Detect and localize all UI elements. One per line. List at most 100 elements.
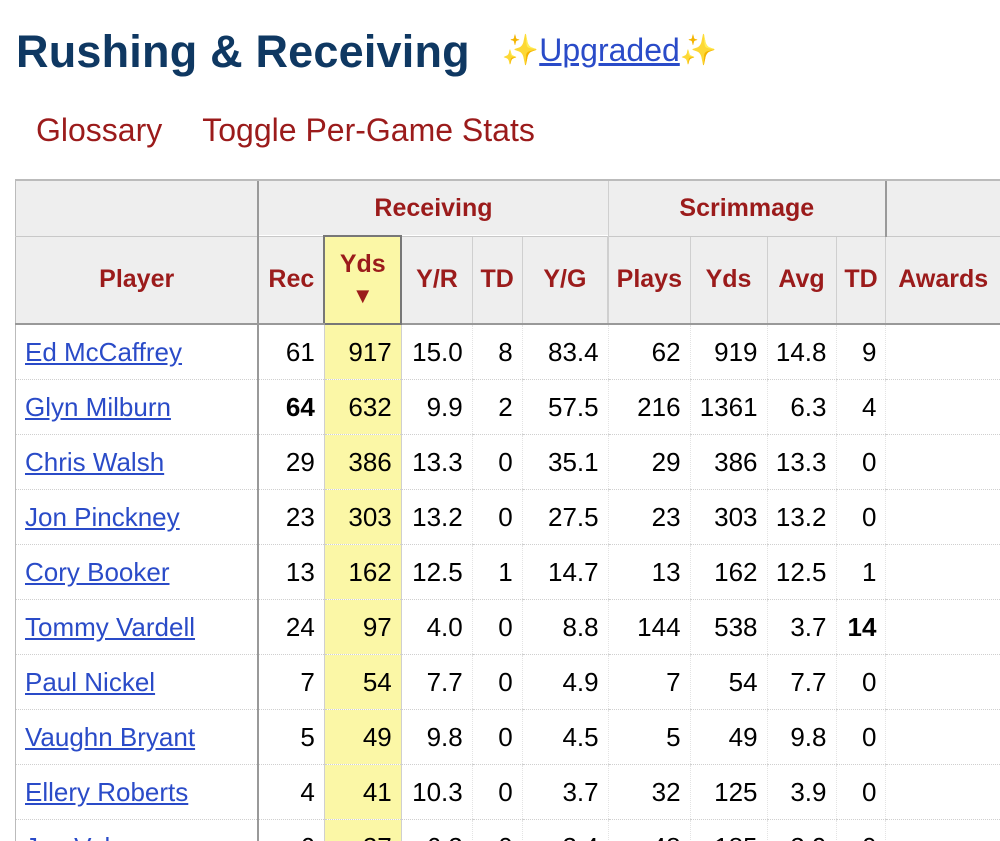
- cell-yg: 57.5: [521, 379, 609, 435]
- cell-td: 0: [471, 489, 523, 545]
- player-link[interactable]: Glyn Milburn: [25, 391, 171, 422]
- cell-scrimmage-yds: 49: [689, 709, 768, 765]
- col-header-rec[interactable]: Rec: [257, 236, 325, 325]
- col-header-awards[interactable]: Awards: [885, 236, 1000, 325]
- group-header-row: Receiving Scrimmage: [15, 179, 1000, 237]
- col-header-player[interactable]: Player: [15, 236, 260, 325]
- col-header-scrimmage-td[interactable]: TD: [835, 236, 886, 325]
- player-link[interactable]: Vaughn Bryant: [25, 721, 196, 752]
- cell-td: 0: [471, 654, 523, 710]
- cell-avg: 13.2: [766, 489, 836, 545]
- cell-plays: 32: [607, 764, 691, 820]
- col-header-yg[interactable]: Y/G: [521, 236, 609, 325]
- col-header-scrimmage-yds[interactable]: Yds: [689, 236, 768, 325]
- cell-avg: 12.5: [766, 544, 836, 600]
- col-header-yds-sorted[interactable]: Yds ▼: [323, 235, 403, 325]
- player-link[interactable]: Cory Booker: [25, 556, 170, 587]
- cell-yr: 9.9: [400, 379, 473, 435]
- title-row: Rushing & Receiving ✨ Upgraded ✨: [16, 22, 717, 82]
- cell-yds: 162: [323, 544, 402, 600]
- player-link[interactable]: Tommy Vardell: [25, 611, 196, 642]
- cell-scrimmage-yds: 538: [689, 599, 768, 655]
- cell-avg: 3.7: [766, 599, 836, 655]
- cell-scrimmage-yds: 125: [689, 764, 768, 820]
- player-link[interactable]: Paul Nickel: [25, 666, 156, 697]
- cell-yg: 8.8: [521, 599, 609, 655]
- cell-plays: 5: [607, 709, 691, 765]
- player-link[interactable]: Ed McCaffrey: [25, 336, 183, 367]
- cell-yg: 35.1: [521, 434, 609, 490]
- cell-scrimmage-yds: 54: [689, 654, 768, 710]
- cell-plays: 144: [607, 599, 691, 655]
- player-link[interactable]: Ellery Roberts: [25, 776, 189, 807]
- cell-yg: 3.4: [521, 819, 609, 841]
- cell-plays: 216: [607, 379, 691, 435]
- cell-scrimmage-td: 1: [835, 544, 886, 600]
- col-header-yr[interactable]: Y/R: [400, 236, 473, 325]
- cell-avg: 7.7: [766, 654, 836, 710]
- table-row: Ellery Roberts 4 41 10.3 0 3.7 32 125 3.…: [15, 764, 1000, 820]
- table-row: Paul Nickel 7 54 7.7 0 4.9 7 54 7.7 0: [15, 654, 1000, 710]
- cell-yg: 83.4: [521, 324, 609, 380]
- cell-yds: 54: [323, 654, 402, 710]
- sort-desc-icon: ▼: [351, 283, 374, 308]
- table-row: Cory Booker 13 162 12.5 1 14.7 13 162 12…: [15, 544, 1000, 600]
- player-link[interactable]: Chris Walsh: [25, 446, 165, 477]
- cell-avg: 13.3: [766, 434, 836, 490]
- cell-yds: 303: [323, 489, 402, 545]
- cell-scrimmage-td: 0: [835, 654, 886, 710]
- cell-yr: 12.5: [400, 544, 473, 600]
- cell-plays: 29: [607, 434, 691, 490]
- cell-rec: 64: [257, 379, 325, 435]
- cell-awards: [885, 379, 1000, 435]
- cell-td: 0: [471, 599, 523, 655]
- cell-rec: 7: [257, 654, 325, 710]
- cell-yg: 14.7: [521, 544, 609, 600]
- upgraded-badge: ✨ Upgraded ✨: [502, 32, 717, 69]
- cell-awards: [885, 764, 1000, 820]
- table-row: Jon Pinckney 23 303 13.2 0 27.5 23 303 1…: [15, 489, 1000, 545]
- table-row: Glyn Milburn 64 632 9.9 2 57.5 216 1361 …: [15, 379, 1000, 435]
- cell-awards: [885, 544, 1000, 600]
- cell-scrimmage-td: 0: [835, 709, 886, 765]
- cell-yds: 37: [323, 819, 402, 841]
- stats-table-container: Receiving Scrimmage Player Rec Yds ▼ Y/R …: [15, 179, 1000, 841]
- toggle-per-game-link[interactable]: Toggle Per-Game Stats: [202, 112, 535, 148]
- cell-yr: 7.7: [400, 654, 473, 710]
- cell-avg: 3.9: [766, 764, 836, 820]
- cell-rec: 4: [257, 764, 325, 820]
- cell-avg: 3.9: [766, 819, 836, 841]
- cell-awards: [885, 599, 1000, 655]
- cell-plays: 62: [607, 324, 691, 380]
- col-header-td[interactable]: TD: [471, 236, 523, 325]
- cell-yr: 13.3: [400, 434, 473, 490]
- cell-rec: 29: [257, 434, 325, 490]
- cell-td: 1: [471, 544, 523, 600]
- cell-rec: 24: [257, 599, 325, 655]
- cell-yds: 386: [323, 434, 402, 490]
- cell-td: 0: [471, 709, 523, 765]
- cell-yds: 49: [323, 709, 402, 765]
- cell-scrimmage-td: 14: [835, 599, 886, 655]
- cell-td: 2: [471, 379, 523, 435]
- cell-scrimmage-td: 0: [835, 819, 886, 841]
- upgraded-link[interactable]: Upgraded: [539, 31, 680, 68]
- cell-scrimmage-td: 0: [835, 764, 886, 820]
- cell-scrimmage-yds: 185: [689, 819, 768, 841]
- player-link[interactable]: Jon Volpe: [25, 832, 139, 841]
- page-title: Rushing & Receiving: [16, 26, 470, 77]
- cell-scrimmage-yds: 919: [689, 324, 768, 380]
- col-header-yds-label: Yds: [339, 250, 386, 278]
- cell-plays: 7: [607, 654, 691, 710]
- cell-awards: [885, 819, 1000, 841]
- glossary-link[interactable]: Glossary: [36, 112, 163, 148]
- cell-plays: 23: [607, 489, 691, 545]
- cell-yr: 4.0: [400, 599, 473, 655]
- cell-rec: 13: [257, 544, 325, 600]
- table-row: Tommy Vardell 24 97 4.0 0 8.8 144 538 3.…: [15, 599, 1000, 655]
- cell-plays: 13: [607, 544, 691, 600]
- col-header-plays[interactable]: Plays: [607, 236, 691, 325]
- col-header-avg[interactable]: Avg: [766, 236, 836, 325]
- player-link[interactable]: Jon Pinckney: [25, 501, 180, 532]
- cell-scrimmage-yds: 303: [689, 489, 768, 545]
